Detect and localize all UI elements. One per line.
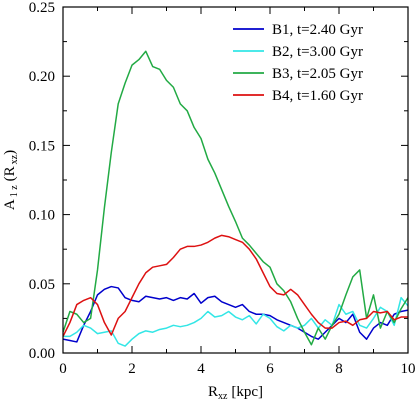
x-axis-label: Rxz [kpc]: [208, 384, 263, 402]
y-tick-label: 0.25: [29, 0, 55, 16]
legend: B1, t=2.40 Gyr B2, t=3.00 Gyr B3, t=2.05 G…: [233, 22, 363, 104]
y-tick-label: 0.00: [29, 346, 55, 362]
series-line-2: [63, 296, 408, 347]
series-line-3: [63, 50, 408, 346]
series-line-4: [63, 234, 408, 337]
y-tick-label: 0.15: [29, 138, 55, 154]
tick-layer: [62, 6, 409, 354]
legend-label-2: B2, t=3.00 Gyr: [272, 44, 363, 60]
legend-label-4: B4, t=1.60 Gyr: [272, 88, 363, 104]
series-layer: [63, 50, 408, 347]
legend-label-3: B3, t=2.05 Gyr: [272, 66, 363, 82]
x-axis-label-unit: [kpc]: [231, 384, 263, 400]
x-tick-label: 2: [128, 361, 136, 377]
x-tick-label: 0: [59, 361, 67, 377]
x-axis-label-sub: xz: [218, 391, 228, 402]
x-tick-label: 6: [266, 361, 274, 377]
y-axis-label-arg-sub: xz: [9, 154, 20, 164]
tick-label-layer: 0 2 4 6 8 10 0.00 0.05 0.10 0.15 0.20 0.25: [29, 0, 416, 377]
x-axis-label-main: R: [208, 384, 218, 400]
y-axis-label-arg-open: (R: [2, 166, 18, 181]
x-tick-label: 4: [197, 361, 205, 377]
y-axis-label: A1 z (R xz): [2, 150, 20, 210]
x-tick-label: 8: [335, 361, 343, 377]
x-tick-label: 10: [401, 361, 416, 377]
y-tick-label: 0.20: [29, 69, 55, 85]
legend-label-1: B1, t=2.40 Gyr: [272, 22, 363, 38]
series-line-1: [63, 285, 408, 343]
y-tick-label: 0.10: [29, 208, 55, 224]
y-axis-label-sub: 1 z: [9, 185, 20, 198]
y-tick-label: 0.05: [29, 277, 55, 293]
y-axis-label-arg-close: ): [2, 150, 18, 155]
y-axis-label-main: A: [2, 199, 18, 210]
